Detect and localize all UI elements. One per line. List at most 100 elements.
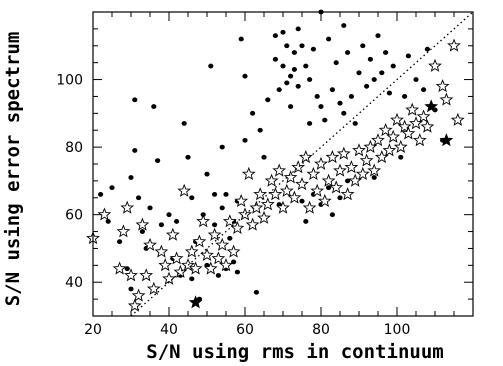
data-point-filled-circle — [132, 97, 138, 103]
data-point-open-star — [291, 160, 306, 174]
data-point-filled-circle — [155, 158, 161, 164]
data-point-open-star — [249, 200, 264, 214]
data-point-filled-circle — [371, 77, 377, 82]
data-point-filled-circle — [303, 219, 309, 224]
data-point-filled-circle — [322, 117, 328, 123]
data-point-open-star — [112, 261, 127, 275]
data-point-filled-circle — [265, 97, 271, 103]
data-point-open-star — [260, 197, 275, 211]
data-point-open-star — [397, 119, 412, 133]
data-point-open-star — [257, 210, 271, 224]
data-point-open-star — [359, 153, 374, 167]
data-point-open-star — [310, 183, 325, 197]
data-point-filled-circle — [352, 121, 358, 126]
data-point-open-star — [272, 163, 287, 177]
data-point-filled-circle — [326, 185, 332, 191]
data-point-open-star — [234, 193, 249, 208]
data-point-open-star — [412, 133, 427, 147]
data-point-filled-circle — [215, 273, 221, 278]
axis-ticks — [92, 11, 474, 317]
data-point-filled-circle — [345, 50, 351, 55]
data-point-open-star — [390, 112, 404, 126]
data-point-open-star — [333, 163, 347, 177]
data-point-filled-circle — [272, 56, 278, 62]
data-point-filled-circle — [341, 23, 347, 28]
data-point-open-star — [127, 298, 142, 312]
data-point-filled-circle — [405, 53, 411, 59]
data-point-open-star — [317, 193, 332, 208]
reference-line-1to1 — [130, 11, 474, 317]
data-point-filled-circle — [174, 219, 180, 224]
data-point-filled-circle — [257, 127, 263, 133]
data-point-open-star — [439, 92, 454, 106]
data-point-filled-circle — [117, 239, 123, 245]
data-point-filled-circle — [386, 90, 392, 96]
x-axis-label: S/N using rms in continuum — [146, 341, 443, 363]
data-point-filled-circle — [291, 67, 297, 72]
data-point-filled-circle — [185, 154, 191, 160]
data-point-filled-circle — [424, 46, 430, 52]
data-point-filled-circle — [280, 63, 286, 69]
data-point-filled-circle — [288, 73, 294, 79]
data-point-open-star — [348, 173, 363, 187]
data-point-filled-circle — [421, 87, 427, 93]
x-tick-label: 20 — [84, 322, 102, 338]
data-point-filled-circle — [356, 70, 362, 76]
data-point-filled-circle — [139, 229, 145, 234]
data-point-open-star — [409, 116, 423, 130]
data-point-filled-circle — [348, 94, 354, 99]
data-point-open-star — [124, 268, 138, 282]
data-point-filled-circle — [242, 73, 248, 79]
data-point-filled-circle — [303, 63, 309, 69]
data-point-open-star — [344, 160, 359, 174]
data-marks — [86, 9, 465, 312]
x-tick-label: 80 — [312, 322, 330, 338]
data-point-filled-circle — [371, 175, 377, 180]
data-point-open-star — [363, 139, 378, 153]
data-point-filled-circle — [136, 195, 142, 201]
data-point-filled-circle — [307, 77, 313, 82]
plot-frame — [92, 11, 474, 317]
y-tick-label: 80 — [65, 140, 83, 156]
data-point-open-star — [97, 207, 112, 221]
data-point-open-star — [302, 200, 317, 214]
data-point-open-star — [435, 79, 450, 93]
data-point-open-star — [131, 288, 146, 302]
data-point-open-star — [355, 166, 370, 180]
data-point-filled-circle — [132, 148, 138, 153]
data-point-open-star — [405, 102, 420, 116]
data-point-filled-circle — [398, 154, 404, 160]
data-point-filled-circle — [379, 70, 385, 76]
data-point-filled-circle — [295, 26, 301, 32]
data-point-filled-circle — [238, 36, 244, 42]
data-point-open-star — [420, 119, 435, 133]
data-point-open-star — [367, 163, 382, 177]
data-point-filled-circle — [151, 104, 157, 109]
data-point-open-star — [241, 166, 256, 180]
data-point-filled-star — [188, 295, 203, 309]
data-point-open-star — [120, 200, 135, 214]
data-point-filled-circle — [310, 46, 316, 52]
data-point-filled-circle — [189, 276, 195, 282]
data-point-open-star — [184, 244, 199, 258]
data-point-filled-circle — [223, 192, 229, 197]
data-point-filled-circle — [299, 198, 305, 204]
data-point-filled-circle — [219, 205, 225, 211]
data-point-filled-circle — [204, 171, 210, 177]
data-point-filled-circle — [128, 175, 134, 180]
data-point-filled-circle — [383, 50, 389, 55]
data-point-open-star — [340, 187, 355, 201]
data-point-open-star — [336, 146, 351, 160]
data-point-filled-circle — [299, 43, 305, 49]
data-point-filled-circle — [295, 83, 301, 89]
data-point-open-star — [200, 247, 214, 262]
data-point-filled-circle — [181, 121, 187, 126]
data-point-filled-circle — [329, 212, 335, 218]
y-tick-label: 60 — [65, 208, 83, 224]
data-point-open-star — [169, 251, 184, 265]
data-point-open-star — [295, 177, 309, 191]
data-point-open-star — [143, 237, 157, 251]
data-point-open-star — [352, 143, 366, 157]
data-point-filled-circle — [341, 110, 347, 116]
